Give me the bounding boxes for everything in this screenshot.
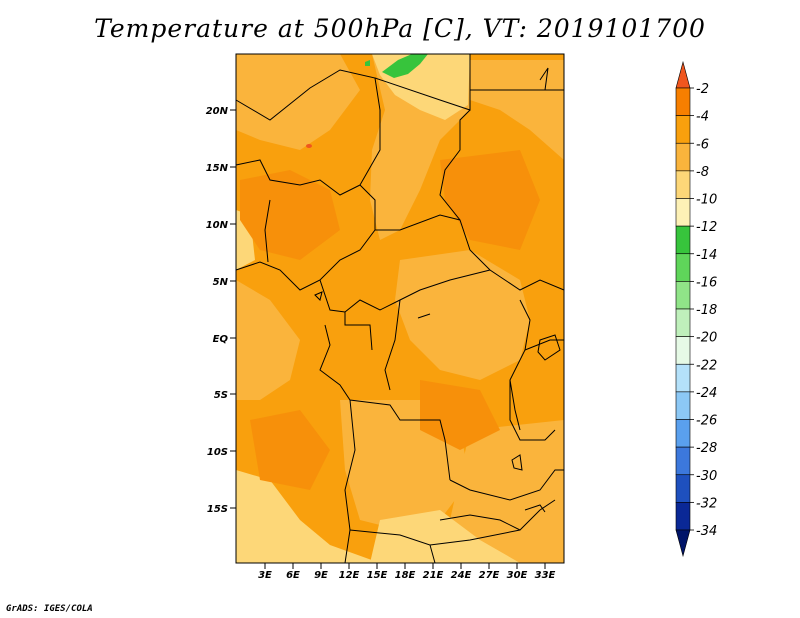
latitude-axis: 20N 15N 10N 5N EQ 5S 10S 15S	[206, 106, 236, 515]
colorbar-segment	[675, 363, 691, 393]
field-spot-red	[306, 144, 312, 148]
field-region-darker	[440, 150, 540, 250]
colorbar-label: -24	[696, 386, 717, 401]
lon-tick-label: 18E	[395, 570, 416, 581]
field-region-lighter	[236, 54, 360, 150]
colorbar-label: -12	[696, 220, 717, 235]
lat-tick-label: 5N	[213, 277, 229, 288]
lon-tick-label: 3E	[258, 570, 272, 581]
lat-tick-label: 15S	[207, 504, 228, 515]
colorbar-label: -14	[696, 248, 717, 263]
colorbar-segment	[675, 502, 691, 531]
field-region-lighter	[395, 250, 530, 380]
colorbar-label: -28	[696, 441, 717, 456]
colorbar-segment	[675, 529, 691, 558]
country-borders	[235, 54, 565, 564]
colorbar-segment	[675, 474, 691, 503]
border-line	[235, 69, 381, 230]
border-line	[344, 312, 373, 351]
border-line	[264, 199, 271, 263]
lat-tick-label: 15N	[206, 163, 229, 174]
field-region-lighter	[236, 280, 300, 400]
colorbar-segment	[675, 170, 691, 199]
colorbar-label: -4	[696, 110, 709, 125]
colorbar-label: -32	[696, 496, 717, 511]
colorbar-label: -18	[696, 303, 717, 318]
temperature-field	[236, 54, 564, 563]
colorbar-label: -8	[696, 165, 709, 180]
colorbar-label: -6	[696, 137, 709, 152]
map-frame	[235, 53, 565, 564]
lake-outline	[524, 504, 546, 513]
field-region-pale	[236, 470, 380, 563]
lat-tick-label: 10S	[207, 447, 228, 458]
lon-tick-label: 9E	[314, 570, 328, 581]
colorbar-label: -34	[696, 524, 717, 539]
lon-tick-label: 21E	[423, 570, 444, 581]
border-line	[374, 54, 471, 111]
field-region-green	[382, 54, 428, 78]
field-region-pale	[370, 510, 520, 563]
colorbar-segment	[675, 225, 691, 255]
colorbar-segment	[675, 60, 691, 89]
lon-tick-label: 15E	[367, 570, 388, 581]
lat-tick-label: EQ	[213, 334, 229, 345]
colorbar-segment	[675, 198, 691, 227]
border-line	[509, 379, 521, 431]
colorbar: -2 -4 -6 -8 -10 -12 -14 -16 -18 -20 -22 -24 -26 -28 -3…	[675, 60, 717, 558]
coast-line	[539, 67, 549, 91]
colorbar-label: -20	[696, 331, 717, 346]
lon-tick-label: 12E	[339, 570, 360, 581]
colorbar-segment	[675, 253, 691, 282]
border-line	[319, 324, 451, 481]
colorbar-segment	[675, 446, 691, 476]
border-line	[384, 299, 401, 391]
lon-tick-label: 27E	[479, 570, 500, 581]
lon-tick-label: 6E	[286, 570, 300, 581]
longitude-axis: 3E 6E 9E 12E 15E 18E 21E 24E 27E 30E 33E	[258, 563, 556, 581]
lon-tick-label: 24E	[451, 570, 472, 581]
border-line	[349, 529, 436, 564]
colorbar-segment	[675, 115, 691, 144]
border-line	[235, 214, 461, 291]
border-line	[319, 269, 491, 313]
lake-outline	[511, 454, 523, 471]
lon-tick-label: 33E	[535, 570, 556, 581]
border-line	[344, 399, 356, 564]
field-region-lighter	[450, 420, 564, 563]
lon-tick-label: 30E	[507, 570, 528, 581]
colorbar-label: -2	[696, 82, 709, 97]
border-line	[429, 529, 521, 546]
colorbar-label: -10	[696, 193, 717, 208]
field-region-lighter	[470, 60, 564, 160]
border-line	[449, 469, 564, 501]
field-region-darker	[420, 380, 500, 450]
lat-tick-label: 5S	[214, 390, 228, 401]
colorbar-label: -30	[696, 469, 717, 484]
field-region-green	[365, 60, 370, 66]
colorbar-segment	[675, 281, 691, 310]
lake-outline	[314, 291, 323, 301]
colorbar-segment	[675, 391, 691, 420]
colorbar-segment	[675, 87, 691, 116]
colorbar-label: -22	[696, 358, 717, 373]
credit-text: GrADS: IGES/COLA	[6, 604, 93, 614]
colorbar-segment	[675, 142, 691, 172]
field-region-darker	[250, 410, 330, 490]
colorbar-segment	[675, 419, 691, 448]
colorbar-label: -16	[696, 275, 717, 290]
river-line	[417, 313, 431, 319]
border-line	[509, 299, 556, 441]
lat-tick-label: 20N	[206, 106, 229, 117]
colorbar-segment	[675, 308, 691, 337]
lat-tick-label: 10N	[206, 220, 229, 231]
chart-title: Temperature at 500hPa [C], VT: 201910170…	[94, 14, 706, 43]
colorbar-segment	[675, 336, 691, 365]
colorbar-label: -26	[696, 414, 717, 429]
border-line	[524, 339, 564, 351]
border-line	[235, 159, 361, 196]
field-region-darker	[240, 170, 340, 260]
lake-outline	[537, 334, 561, 361]
